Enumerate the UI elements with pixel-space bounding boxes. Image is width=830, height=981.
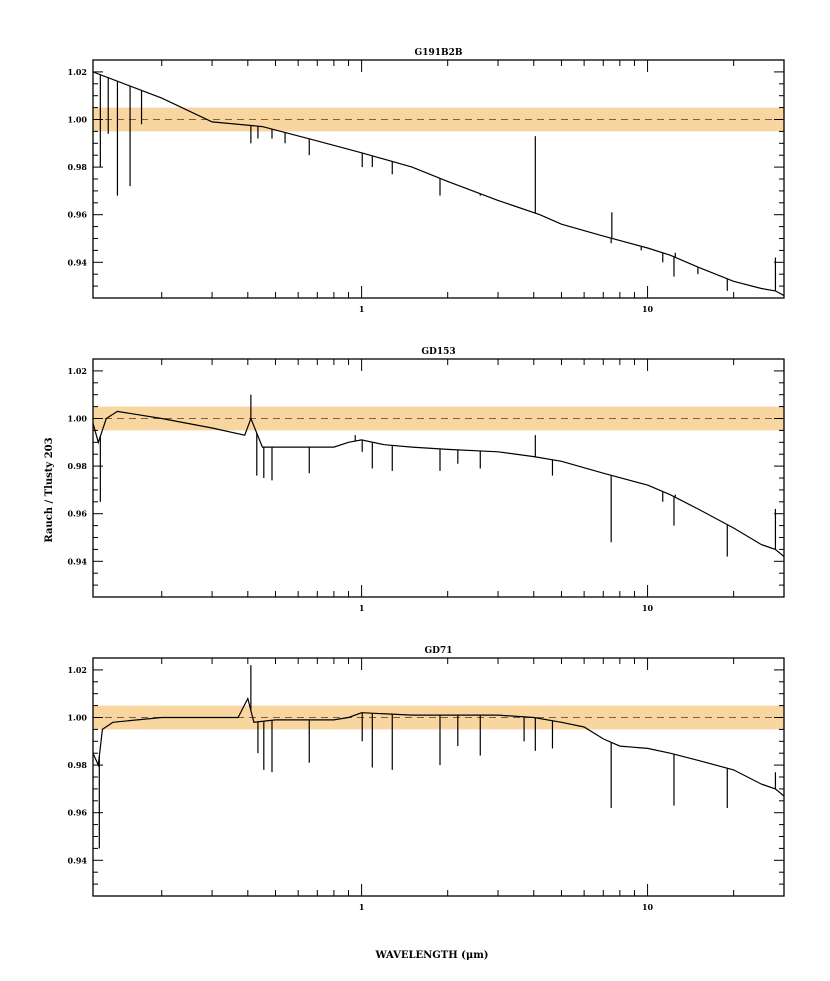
y-tick-label: 0.94 bbox=[68, 855, 88, 865]
plot-frame bbox=[92, 59, 785, 299]
panel-g191b2b: 1 10 0.94 0.96 0.98 1.00 1.02 G191B2B bbox=[68, 48, 785, 314]
y-tick-label: 0.94 bbox=[68, 556, 88, 566]
y-tick-label: 1.00 bbox=[68, 414, 88, 424]
x-tick-label: 10 bbox=[642, 603, 654, 613]
spectral-features bbox=[98, 665, 777, 849]
y-tick-label: 1.00 bbox=[68, 115, 88, 125]
y-ticks bbox=[93, 59, 784, 287]
y-tick-label: 0.96 bbox=[68, 509, 88, 519]
spectral-features bbox=[99, 394, 777, 557]
ratio-line bbox=[93, 696, 784, 797]
tolerance-band bbox=[93, 406, 784, 431]
panel-title: G191B2B bbox=[415, 48, 463, 58]
x-tick-label: 1 bbox=[359, 603, 365, 613]
ratio-line bbox=[93, 71, 784, 297]
y-ticks bbox=[93, 657, 784, 885]
tolerance-band bbox=[93, 705, 784, 730]
panel-title: GD153 bbox=[421, 347, 455, 357]
x-ticks bbox=[161, 658, 785, 896]
y-tick-label: 0.98 bbox=[68, 760, 88, 770]
y-tick-label: 1.02 bbox=[68, 366, 87, 376]
panels: 1 10 0.94 0.96 0.98 1.00 1.02 G191B2B 1 10 0.94 0.9… bbox=[68, 48, 785, 912]
y-tick-label: 1.00 bbox=[68, 713, 88, 723]
panel-gd71: 1 10 0.94 0.96 0.98 1.00 1.02 GD71 bbox=[68, 646, 785, 912]
panel-gd153: 1 10 0.94 0.96 0.98 1.00 1.02 GD153 bbox=[68, 347, 785, 613]
x-ticks bbox=[161, 60, 785, 298]
spectral-features bbox=[99, 74, 777, 291]
y-tick-label: 0.94 bbox=[68, 257, 88, 267]
x-axis-label: WAVELENGTH (μm) bbox=[374, 950, 488, 961]
panel-title: GD71 bbox=[424, 646, 452, 656]
y-tick-label: 0.96 bbox=[68, 808, 88, 818]
y-tick-label: 0.98 bbox=[68, 162, 88, 172]
y-tick-label: 1.02 bbox=[68, 67, 87, 77]
y-tick-label: 0.98 bbox=[68, 461, 88, 471]
x-tick-label: 1 bbox=[359, 902, 365, 912]
plot-frame bbox=[92, 657, 785, 897]
y-tick-label: 1.02 bbox=[68, 665, 87, 675]
x-ticks bbox=[161, 359, 785, 597]
x-tick-label: 10 bbox=[642, 902, 654, 912]
y-ticks bbox=[93, 358, 784, 586]
x-tick-label: 1 bbox=[359, 304, 365, 314]
x-tick-label: 10 bbox=[642, 304, 654, 314]
y-axis-label: Rauch / Tlusty 203 bbox=[44, 437, 55, 542]
tolerance-band bbox=[93, 107, 784, 132]
plot-frame bbox=[92, 358, 785, 598]
y-tick-label: 0.96 bbox=[68, 210, 88, 220]
ratio-line bbox=[93, 410, 784, 557]
